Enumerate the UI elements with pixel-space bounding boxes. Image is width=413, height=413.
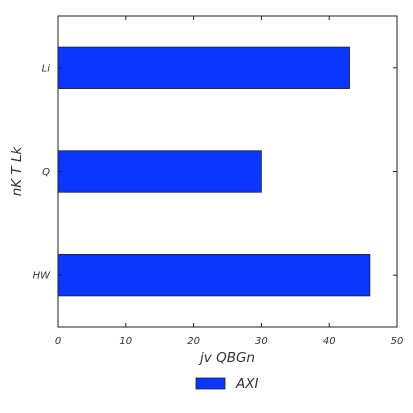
x-tick-label: 30 [255,336,268,347]
y-tick-label: Li [42,63,51,74]
y-axis-label: nK T Lk [9,146,25,197]
bar-q [57,150,262,193]
x-tick-label: 20 [187,336,200,347]
bar-li [57,46,350,89]
x-axis-label: jv QBGn [198,350,255,366]
legend-label: AXI [235,376,258,392]
x-tick-label: 50 [391,336,404,347]
x-axis-ticks: 0 10 20 30 40 50 [55,16,404,347]
y-tick-label: Q [42,167,50,178]
y-axis-ticks: HW Q Li [33,63,397,282]
y-tick-label: HW [33,271,52,282]
bar-group [57,46,371,297]
legend: AXI [195,376,258,392]
x-tick-label: 40 [323,336,336,347]
x-tick-label: 10 [119,336,132,347]
bar-hw [57,254,371,297]
x-tick-label: 0 [55,336,61,347]
legend-swatch [195,377,226,390]
